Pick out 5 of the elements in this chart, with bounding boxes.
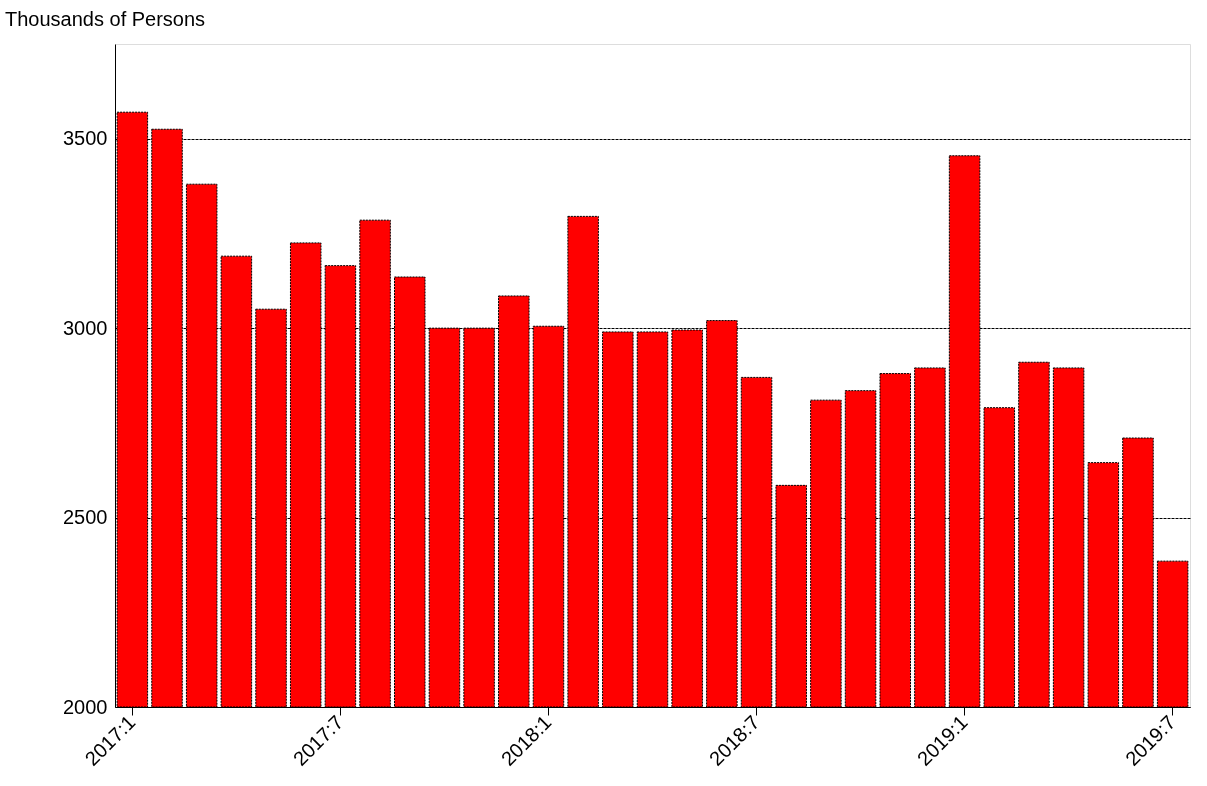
y-tick-label: 3000 (63, 316, 108, 339)
y-tick-label: 3500 (63, 127, 108, 150)
y-axis-title: Thousands of Persons (5, 8, 206, 30)
y-tick-label: 2000 (63, 695, 108, 718)
y-tick-label: 2500 (63, 506, 108, 529)
